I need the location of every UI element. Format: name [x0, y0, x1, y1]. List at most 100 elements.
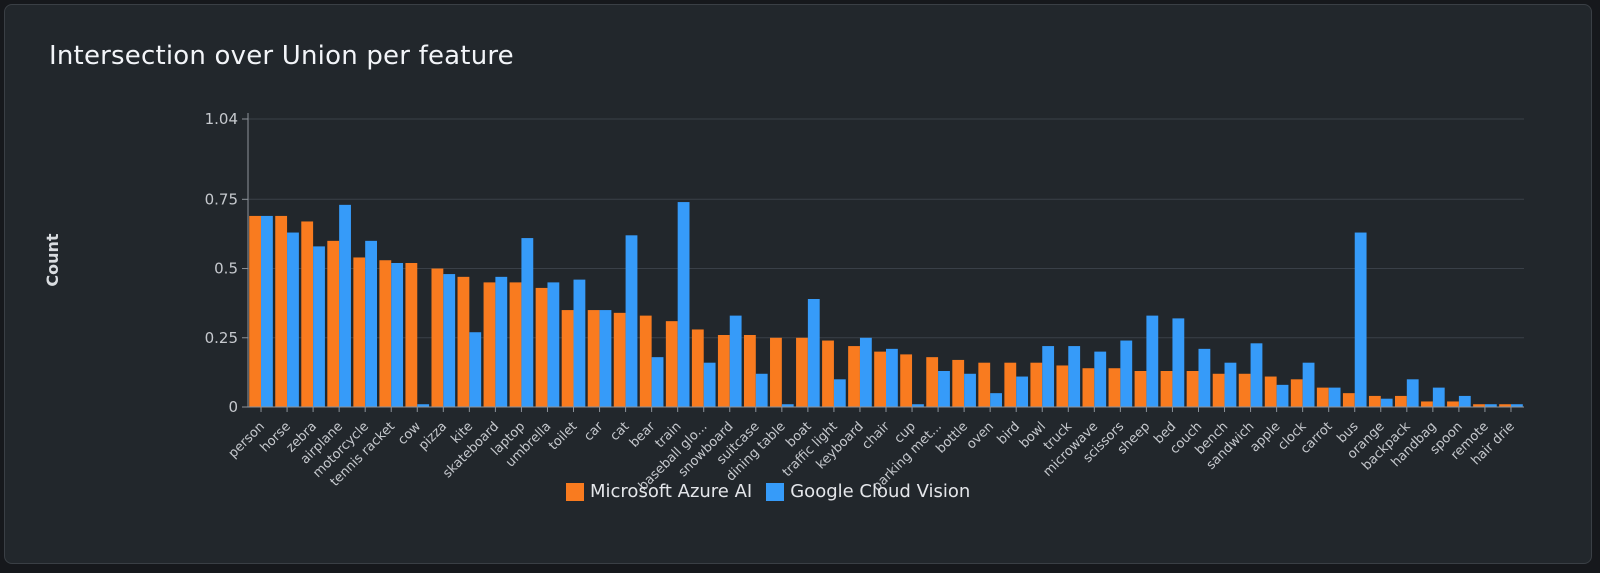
bar-google[interactable] [651, 357, 664, 407]
bar-azure[interactable] [1473, 404, 1485, 407]
bar-google[interactable] [859, 337, 872, 407]
bar-azure[interactable] [1082, 368, 1095, 407]
bar-azure[interactable] [1316, 387, 1329, 407]
bar-azure[interactable] [665, 321, 678, 407]
bar-google[interactable] [339, 204, 351, 407]
bar-google[interactable] [886, 348, 898, 407]
bar-azure[interactable] [978, 362, 991, 407]
bar-google[interactable] [495, 276, 508, 407]
bar-google[interactable] [547, 282, 560, 407]
bar-google[interactable] [625, 235, 638, 407]
bar-azure[interactable] [1342, 393, 1355, 407]
bar-google[interactable] [1250, 343, 1263, 407]
bar-azure[interactable] [327, 240, 340, 407]
bar-google[interactable] [1120, 340, 1133, 407]
bar-google[interactable] [677, 202, 690, 407]
bar-google[interactable] [990, 393, 1002, 407]
bar-azure[interactable] [509, 282, 522, 407]
bar-azure[interactable] [353, 257, 366, 407]
bar-azure[interactable] [717, 335, 730, 407]
bar-azure[interactable] [1264, 376, 1277, 407]
bar-azure[interactable] [1134, 371, 1147, 407]
bar-azure[interactable] [301, 221, 314, 407]
bar-azure[interactable] [770, 337, 782, 407]
bar-google[interactable] [1380, 398, 1393, 407]
bar-google[interactable] [1016, 376, 1029, 407]
bar-azure[interactable] [639, 315, 652, 407]
bar-google[interactable] [1042, 346, 1055, 407]
bar-google[interactable] [391, 263, 404, 407]
bar-google[interactable] [1510, 404, 1523, 407]
bar-google[interactable] [599, 310, 612, 407]
bar-azure[interactable] [1160, 371, 1173, 407]
bar-azure[interactable] [691, 329, 704, 407]
bar-google[interactable] [912, 404, 924, 407]
bar-google[interactable] [833, 379, 846, 407]
bar-google[interactable] [287, 232, 299, 407]
bar-azure[interactable] [743, 335, 756, 407]
bar-google[interactable] [1094, 351, 1107, 407]
bar-azure[interactable] [1056, 365, 1069, 407]
bar-azure[interactable] [457, 276, 470, 407]
bar-azure[interactable] [535, 287, 548, 407]
bar-azure[interactable] [822, 340, 834, 407]
bar-google[interactable] [1354, 232, 1367, 407]
bar-azure[interactable] [587, 310, 600, 407]
bar-azure[interactable] [405, 263, 418, 407]
bar-azure[interactable] [483, 282, 496, 407]
bar-azure[interactable] [431, 268, 444, 407]
bar-azure[interactable] [1368, 395, 1381, 407]
bar-azure[interactable] [1447, 401, 1459, 407]
bar-google[interactable] [417, 404, 430, 407]
bar-google[interactable] [1276, 384, 1289, 407]
bar-google[interactable] [781, 404, 794, 407]
bar-google[interactable] [1146, 315, 1159, 407]
bar-azure[interactable] [1290, 379, 1303, 407]
bar-azure[interactable] [900, 354, 913, 407]
bar-azure[interactable] [275, 215, 288, 407]
bar-azure[interactable] [613, 312, 626, 407]
bar-google[interactable] [1302, 362, 1315, 407]
bar-azure[interactable] [1108, 368, 1121, 407]
bar-google[interactable] [469, 332, 482, 407]
bar-azure[interactable] [1212, 373, 1225, 407]
bar-google[interactable] [729, 315, 742, 407]
bar-google[interactable] [1224, 362, 1237, 407]
bar-google[interactable] [1068, 346, 1081, 407]
legend-item-google[interactable]: Google Cloud Vision [766, 481, 970, 502]
bar-azure[interactable] [1030, 362, 1043, 407]
bar-google[interactable] [1484, 404, 1497, 407]
bar-google[interactable] [1458, 395, 1471, 407]
bar-azure[interactable] [1499, 404, 1511, 407]
bar-azure[interactable] [1238, 373, 1251, 407]
bar-azure[interactable] [1004, 362, 1017, 407]
bar-google[interactable] [807, 299, 820, 407]
bar-azure[interactable] [848, 346, 860, 407]
bar-google[interactable] [1172, 318, 1185, 407]
bar-google[interactable] [521, 238, 534, 407]
bar-google[interactable] [261, 215, 273, 407]
bar-azure[interactable] [952, 359, 965, 407]
bar-azure[interactable] [379, 260, 392, 407]
bar-azure[interactable] [926, 357, 939, 407]
bar-azure[interactable] [1394, 395, 1407, 407]
bar-google[interactable] [938, 371, 950, 407]
bar-google[interactable] [1432, 387, 1445, 407]
bar-google[interactable] [365, 240, 378, 407]
bar-azure[interactable] [796, 337, 808, 407]
bar-azure[interactable] [1186, 371, 1199, 407]
bar-azure[interactable] [249, 215, 262, 407]
bar-azure[interactable] [561, 310, 574, 407]
bar-google[interactable] [1328, 387, 1341, 407]
legend-item-azure[interactable]: Microsoft Azure AI [566, 481, 752, 502]
bar-google[interactable] [755, 373, 768, 407]
bar-azure[interactable] [1421, 401, 1433, 407]
bar-google[interactable] [1198, 348, 1211, 407]
bar-google[interactable] [573, 279, 586, 407]
bar-google[interactable] [964, 373, 976, 407]
bar-azure[interactable] [874, 351, 886, 407]
bar-google[interactable] [1406, 379, 1419, 407]
bar-google[interactable] [703, 362, 716, 407]
bar-google[interactable] [443, 274, 456, 407]
bar-google[interactable] [313, 246, 325, 407]
